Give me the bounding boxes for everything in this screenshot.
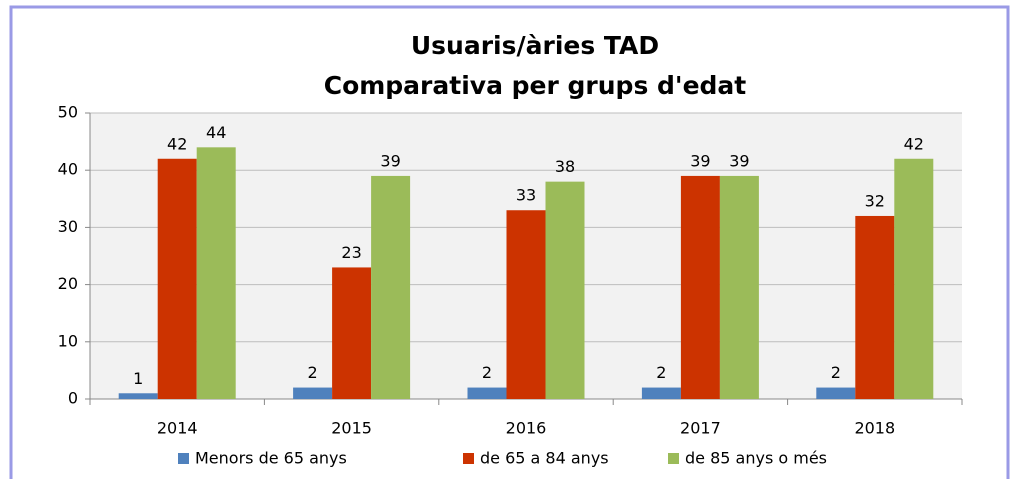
data-label: 2	[656, 363, 666, 382]
x-tick-label: 2017	[680, 419, 721, 438]
bar	[894, 158, 934, 399]
bar	[118, 393, 158, 399]
chart-title: Usuaris/àries TAD	[411, 31, 659, 60]
legend-swatch	[463, 453, 474, 464]
legend-label: de 85 anys o més	[685, 449, 827, 468]
bar	[157, 158, 197, 399]
data-label: 42	[167, 134, 187, 153]
bar	[719, 175, 759, 399]
legend-label: de 65 a 84 anys	[480, 449, 609, 468]
y-tick-label: 30	[58, 217, 78, 236]
data-label: 2	[308, 363, 318, 382]
data-label: 38	[555, 157, 575, 176]
data-label: 44	[206, 123, 226, 142]
data-label: 2	[482, 363, 492, 382]
data-label: 1	[133, 369, 143, 388]
bar	[816, 387, 856, 399]
bar	[855, 215, 895, 399]
x-tick-label: 2018	[854, 419, 895, 438]
data-label: 42	[904, 134, 924, 153]
bar	[680, 175, 720, 399]
legend-swatch	[668, 453, 679, 464]
data-label: 33	[516, 186, 536, 205]
y-tick-label: 20	[58, 274, 78, 293]
legend-swatch	[178, 453, 189, 464]
chart-subtitle: Comparativa per grups d'edat	[324, 71, 747, 100]
y-tick-label: 10	[58, 331, 78, 350]
legend-label: Menors de 65 anys	[195, 449, 347, 468]
y-tick-label: 40	[58, 160, 78, 179]
data-label: 39	[380, 151, 400, 170]
x-tick-label: 2015	[331, 419, 372, 438]
data-label: 23	[341, 243, 361, 262]
bar	[371, 175, 411, 399]
x-tick-label: 2016	[506, 419, 547, 438]
bar	[467, 387, 507, 399]
bar	[545, 181, 585, 399]
data-label: 2	[831, 363, 841, 382]
bar	[641, 387, 681, 399]
x-tick-label: 2014	[157, 419, 198, 438]
data-label: 39	[729, 151, 749, 170]
bar	[332, 267, 372, 399]
bar	[196, 147, 236, 399]
data-label: 39	[690, 151, 710, 170]
y-tick-label: 0	[68, 389, 78, 408]
bar	[293, 387, 333, 399]
data-label: 32	[865, 191, 885, 210]
bar	[506, 210, 546, 399]
y-tick-label: 50	[58, 103, 78, 122]
